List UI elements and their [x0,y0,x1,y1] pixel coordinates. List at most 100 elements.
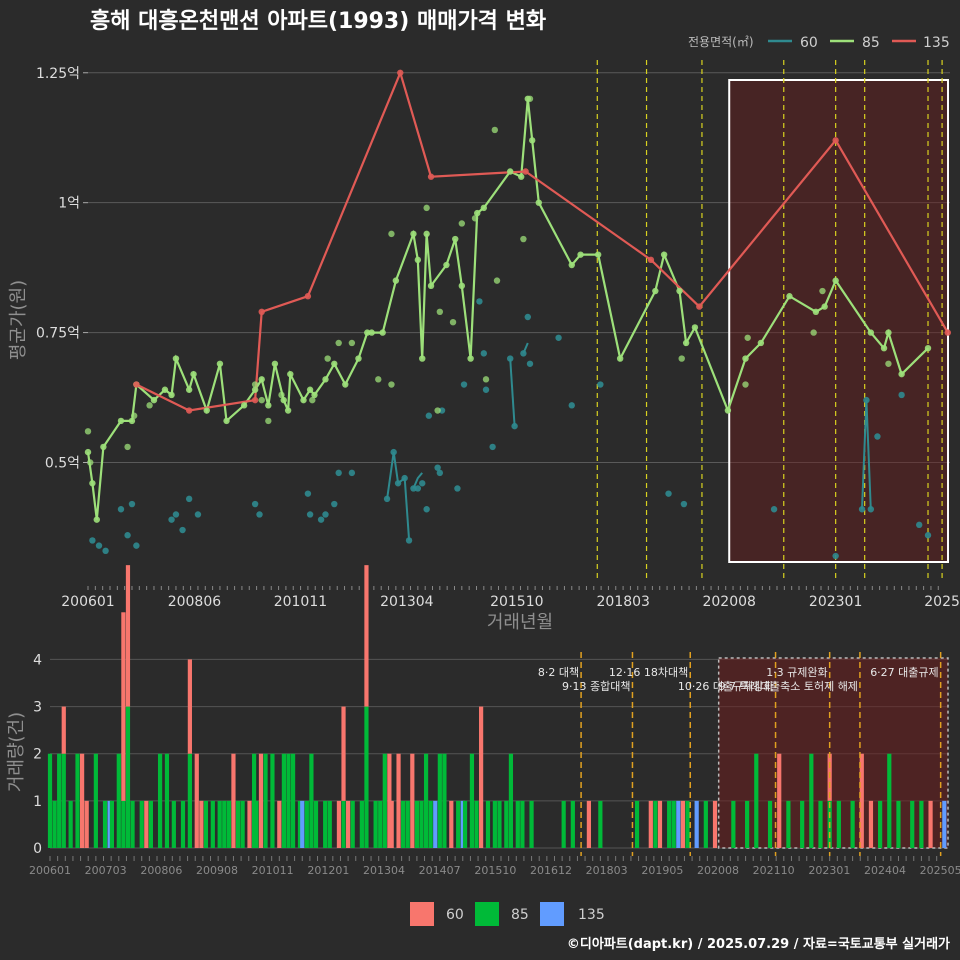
series-point-85 [322,376,329,383]
volume-bars [47,565,947,848]
price-x-tick-label: 201803 [597,594,650,610]
price-x-tick-label: 200806 [168,594,222,610]
volume-bar [919,800,924,848]
series-point-60 [863,396,870,404]
legend-title: 전용면적(㎡) [688,35,754,49]
volume-bar [61,753,66,848]
volume-bar [694,800,699,848]
series-point-85 [203,407,210,414]
volume-bar [254,800,259,848]
volume-bar [469,753,475,848]
series-point-85-extra [124,443,131,451]
series-point-60 [410,485,417,492]
series-point-85 [691,324,699,331]
series-point-60 [304,490,312,497]
volume-bar [504,800,509,848]
volume-bar [401,800,406,848]
volume-bar [657,800,663,848]
series-point-60 [555,334,562,341]
price-x-tick-label: 202008 [702,594,755,610]
volume-x-tick-label: 200601 [29,864,71,877]
series-point-135 [397,69,404,76]
price-series-points [84,69,952,560]
series-point-85 [364,329,371,336]
volume-bar [139,800,144,848]
series-point-85 [240,402,248,409]
volume-bar [786,800,791,848]
series-line-60-segment [412,472,423,489]
volume-bar [836,800,841,848]
volume-legend-label-60: 60 [446,907,464,923]
series-point-60 [832,552,839,560]
series-point-85 [392,277,400,284]
series-point-85 [821,303,828,310]
volume-bar [887,753,892,848]
volume-bar [423,753,429,848]
series-point-85-extra [434,407,441,414]
series-point-60 [256,511,263,518]
volume-bar [130,800,135,848]
price-y-axis: 0.5억 0.75억 1억 1.25억 [36,66,88,471]
volume-y-tick-label: 2 [33,747,42,763]
series-point-85-extra [742,381,749,388]
volume-bar [508,753,514,848]
series-point-85 [258,376,265,383]
volume-bar [84,800,89,848]
series-point-60 [194,511,202,518]
volume-bar [93,753,98,848]
series-point-60 [405,537,413,544]
volume-x-tick-label: 202110 [753,864,795,877]
volume-bar [68,800,73,848]
volume-bar [754,753,759,848]
volume-bar [442,753,447,848]
series-point-85-extra [526,95,534,102]
volume-bar [180,800,186,848]
series-point-85 [452,235,459,243]
series-point-60 [526,360,534,367]
price-x-tick-label: 202301 [809,594,862,610]
series-point-85-extra [278,391,285,399]
volume-bar [327,800,332,848]
price-gridlines [88,72,950,463]
volume-bar [515,800,520,848]
volume-bar [570,800,575,848]
volume-bar [121,800,126,848]
volume-bar [164,753,170,848]
series-point-85-extra [86,459,94,466]
series-point-85 [812,308,820,316]
volume-x-tick-label: 202505 [920,864,960,877]
volume-bar [121,612,126,801]
series-point-60 [124,532,131,539]
volume-bar [263,753,268,848]
volume-bar [80,753,85,848]
series-point-60 [454,485,461,492]
volume-x-tick-label: 201201 [307,864,349,877]
volume-legend-swatch-135 [540,902,564,926]
price-x-tick-label: 201011 [274,594,327,610]
price-chart-panel: 0.5억 0.75억 1억 1.25억 200601 200806 201011 20130… [8,52,960,633]
series-point-60 [322,511,329,518]
price-y-tick-label: 0.75억 [36,326,80,342]
series-point-85 [89,480,96,487]
series-point-85 [84,448,92,456]
volume-x-tick-label: 200806 [140,864,182,877]
series-point-60 [436,469,444,477]
series-point-60 [520,350,527,357]
highlight-period-box [728,79,950,563]
series-point-85 [528,137,536,144]
series-point-60 [401,474,408,482]
price-plot-background [88,52,950,582]
series-point-85 [185,386,193,393]
series-point-60 [898,391,905,399]
legend-label-60: 60 [800,35,818,51]
volume-bar [290,753,296,848]
series-point-60 [348,469,356,477]
volume-bar [809,753,814,848]
volume-y-axis-title: 거래량(건) [6,712,27,792]
series-point-85 [652,287,659,295]
series-point-85 [832,277,839,284]
volume-bar [529,800,534,848]
series-point-85 [168,391,175,399]
volume-bar [222,800,227,848]
volume-bar [928,800,933,848]
